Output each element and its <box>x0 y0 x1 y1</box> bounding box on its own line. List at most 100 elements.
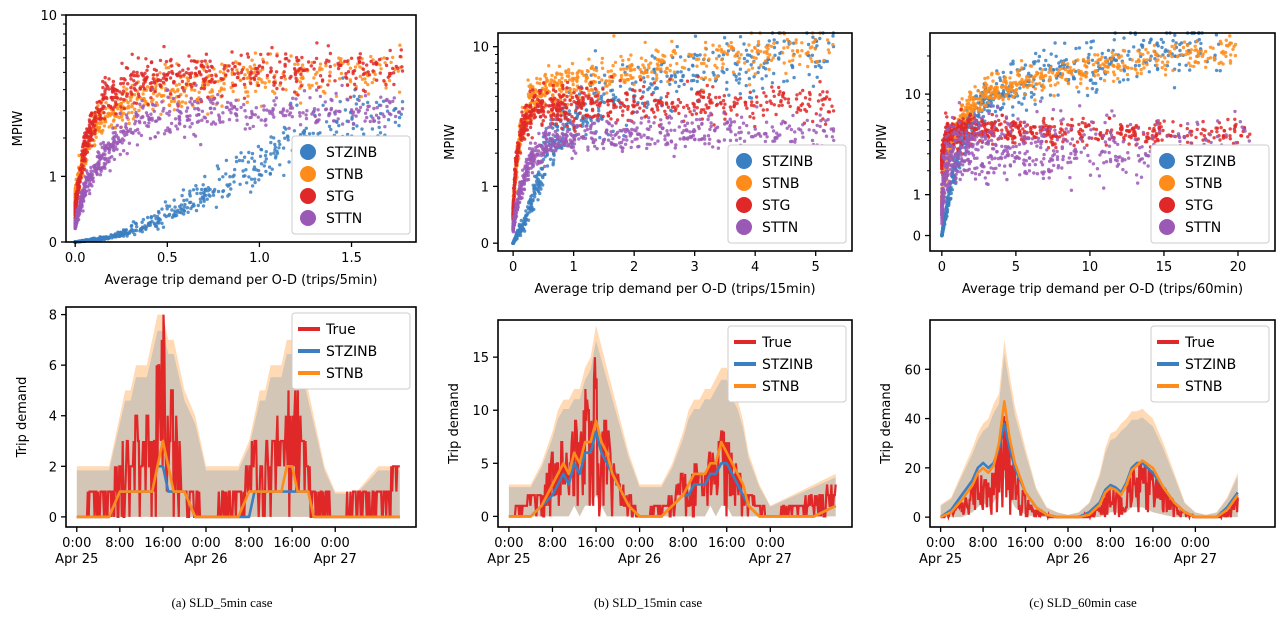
point <box>738 35 743 39</box>
point <box>366 92 371 96</box>
point <box>334 130 339 134</box>
point <box>110 234 114 238</box>
point <box>373 72 377 77</box>
point <box>121 129 125 133</box>
point <box>826 48 831 52</box>
point <box>679 70 683 74</box>
point <box>121 81 126 86</box>
point <box>137 131 141 135</box>
point <box>557 117 561 122</box>
point <box>282 70 286 74</box>
point <box>306 60 311 64</box>
point <box>85 127 89 131</box>
point <box>643 115 647 119</box>
point <box>397 110 402 114</box>
point <box>552 158 556 162</box>
point <box>224 172 228 176</box>
point <box>365 115 369 120</box>
point <box>301 130 305 135</box>
point <box>769 58 774 63</box>
point <box>763 59 768 63</box>
point <box>529 119 533 123</box>
point <box>125 115 129 120</box>
point <box>766 55 770 60</box>
point <box>242 96 247 101</box>
point <box>270 45 274 50</box>
point <box>134 110 138 115</box>
point <box>613 60 618 65</box>
point <box>137 94 141 99</box>
point <box>666 133 670 137</box>
point <box>263 153 268 158</box>
point <box>96 161 100 165</box>
point <box>523 137 527 141</box>
point <box>239 151 243 155</box>
point <box>101 79 105 84</box>
point <box>124 231 128 236</box>
point <box>216 189 221 194</box>
point <box>710 101 714 105</box>
point <box>528 141 533 145</box>
point <box>176 88 180 92</box>
point <box>825 95 829 99</box>
point <box>150 116 154 120</box>
point <box>753 127 757 131</box>
point <box>690 79 694 83</box>
legend-label-stg: STG <box>326 189 354 205</box>
point <box>88 191 92 196</box>
point <box>775 40 779 45</box>
point <box>546 110 550 114</box>
point <box>253 89 258 94</box>
point <box>139 116 143 120</box>
point <box>747 131 751 135</box>
point <box>181 68 185 72</box>
point <box>243 127 247 131</box>
point <box>236 71 240 75</box>
point <box>336 66 341 71</box>
point <box>103 120 107 124</box>
point <box>95 172 99 177</box>
point <box>243 85 247 90</box>
point <box>122 97 126 102</box>
point <box>333 79 337 83</box>
point <box>563 98 567 102</box>
point <box>107 87 111 91</box>
point <box>700 122 704 127</box>
point <box>676 97 681 102</box>
point <box>249 67 254 71</box>
point <box>606 103 610 107</box>
point <box>745 123 749 128</box>
point <box>327 124 332 129</box>
point <box>400 69 405 73</box>
point <box>178 70 182 74</box>
point <box>656 139 660 143</box>
point <box>807 72 811 77</box>
point <box>515 230 520 234</box>
point <box>283 62 287 67</box>
point <box>695 64 699 68</box>
point <box>597 75 601 80</box>
point <box>104 95 108 100</box>
point <box>190 121 194 126</box>
point <box>816 99 821 103</box>
point <box>785 126 789 130</box>
point <box>593 73 597 78</box>
point <box>167 71 171 75</box>
point <box>530 171 535 175</box>
point <box>130 92 134 96</box>
point <box>652 110 656 115</box>
point <box>326 44 330 48</box>
point <box>694 112 699 116</box>
point <box>208 59 212 63</box>
point <box>119 97 123 101</box>
point <box>229 111 233 115</box>
point <box>815 75 819 80</box>
point <box>589 99 593 104</box>
point <box>639 78 643 82</box>
point <box>350 117 354 121</box>
point <box>314 119 319 124</box>
point <box>204 52 209 56</box>
point <box>530 207 534 212</box>
point <box>791 49 795 53</box>
point <box>551 106 555 111</box>
